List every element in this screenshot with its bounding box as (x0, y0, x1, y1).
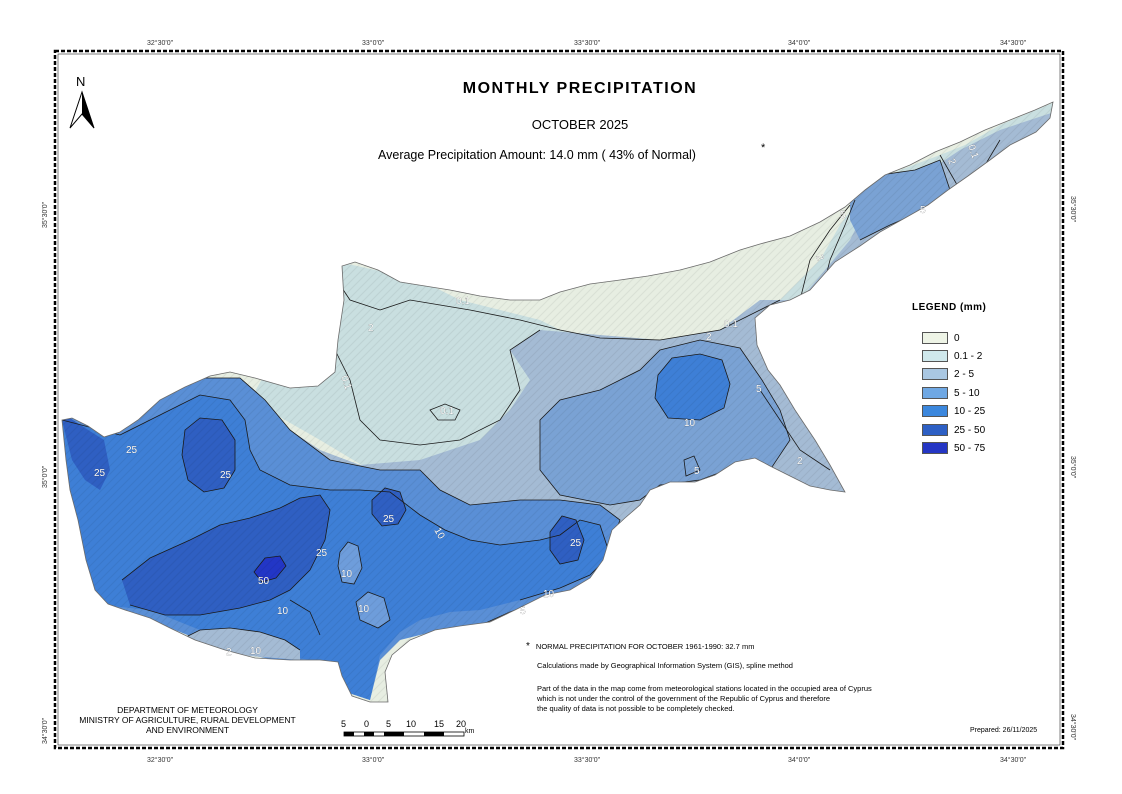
map-title: MONTHLY PRECIPITATION (462, 80, 698, 97)
coord-right: 35°30'0" (1069, 196, 1077, 223)
coordinate-labels: 32°30'0" 33°0'0" 33°30'0" 34°0'0" 34°30'… (41, 39, 1077, 764)
contour-label: 2 (945, 157, 957, 166)
scale-label: 5 (341, 719, 347, 729)
contour-label: 2 (368, 323, 374, 334)
contour-label: 10 (250, 646, 262, 657)
legend-item: 5 - 10 (922, 386, 980, 400)
scale-label: 15 (434, 719, 445, 729)
contour-label-group: 0.1 0.1 0.1 0.1 0.1 2 2 2 2 2 2 5 5 5 5 … (94, 143, 981, 658)
coord-top: 33°30'0" (574, 39, 601, 47)
contour-label: 5 (840, 210, 846, 221)
contour-label: 25 (383, 514, 395, 525)
legend-label: 0 (954, 332, 960, 344)
legend-swatch (922, 424, 948, 436)
note-star: * (526, 641, 530, 652)
scale-bar (343, 731, 465, 737)
contour-label: 10 (543, 589, 555, 600)
department-block: DEPARTMENT OF METEOROLOGY MINISTRY OF AG… (60, 705, 315, 735)
legend-item: 10 - 25 (922, 404, 985, 418)
contour-label: 10 (341, 569, 353, 580)
contour-label: 25 (220, 470, 232, 481)
legend-swatch (922, 387, 948, 399)
legend-label: 2 - 5 (954, 368, 975, 380)
legend-swatch (922, 368, 948, 380)
contour-label: 5 (520, 606, 526, 617)
legend-swatch (922, 332, 948, 344)
legend-swatch (922, 405, 948, 417)
legend-item: 50 - 75 (922, 441, 985, 455)
contour-label: 0.1 (456, 296, 470, 307)
contour-label: 10 (684, 418, 696, 429)
contour-label: 5 (920, 205, 926, 216)
coord-top: 32°30'0" (147, 39, 174, 47)
method-note: Calculations made by Geographical Inform… (537, 661, 793, 670)
coord-top: 34°30'0" (1000, 39, 1027, 47)
coord-left: 34°30'0" (41, 717, 49, 744)
scale-label: 10 (406, 719, 417, 729)
legend-label: 10 - 25 (954, 405, 986, 417)
coord-top: 34°0'0" (788, 39, 811, 47)
legend-item: 0.1 - 2 (922, 349, 982, 363)
normal-note: * NORMAL PRECIPITATION FOR OCTOBER 1961-1… (526, 641, 754, 652)
legend-item: 0 (922, 331, 960, 345)
contour-label: 0.1 (965, 143, 980, 160)
disclaimer-line: Part of the data in the map come from me… (537, 684, 872, 693)
department-line: DEPARTMENT OF METEOROLOGY (117, 705, 258, 715)
legend-title: LEGEND (mm) (912, 302, 987, 313)
ministry-line: AND ENVIRONMENT (145, 725, 230, 735)
legend-label: 25 - 50 (954, 424, 986, 436)
contour-label: 5 (694, 466, 700, 477)
contour-label: 25 (316, 548, 328, 559)
average-precipitation: Average Precipitation Amount: 14.0 mm ( … (378, 148, 696, 162)
north-arrow-icon (69, 90, 95, 129)
legend-swatch (922, 350, 948, 362)
legend-label: 5 - 10 (954, 387, 980, 399)
ministry-line: MINISTRY OF AGRICULTURE, RURAL DEVELOPME… (79, 715, 296, 725)
scale-label: 20 (456, 719, 467, 729)
legend-item: 2 - 5 (922, 367, 974, 381)
legend-swatch (922, 442, 948, 454)
contour-label: 25 (94, 468, 106, 479)
contour-label: 0.1 (338, 374, 353, 391)
legend-label: 50 - 75 (954, 442, 986, 454)
contour-label: 25 (570, 538, 582, 549)
island-outline (61, 101, 1054, 703)
map-subtitle: OCTOBER 2025 (531, 117, 629, 132)
disclaimer-line: the quality of data is not possible to b… (537, 704, 735, 713)
contour-label: 25 (126, 445, 138, 456)
coord-left: 35°0'0" (41, 465, 49, 488)
coord-top: 33°0'0" (362, 39, 385, 47)
contour-label: 5 (756, 384, 762, 395)
north-label: N (76, 74, 86, 89)
coord-bottom: 34°30'0" (1000, 756, 1027, 764)
legend-item: 25 - 50 (922, 423, 985, 437)
prepared-date: Prepared: 26/11/2025 (970, 727, 1038, 734)
contour-label: 2 (813, 253, 825, 262)
contour-label: 10 (277, 606, 289, 617)
legend-label: 0.1 - 2 (954, 350, 983, 362)
disclaimer-line: which is not under the control of the go… (537, 694, 831, 703)
contour-label: 2 (226, 647, 232, 658)
scale-unit: km (465, 728, 475, 735)
coord-bottom: 32°30'0" (147, 756, 174, 764)
contour-label: 0.1 (724, 319, 738, 330)
scale-label: 5 (386, 719, 392, 729)
scale-label: 0 (364, 719, 370, 729)
contour-label: 50 (258, 576, 270, 587)
contour-label: 2 (797, 456, 803, 467)
map-frame-outer (53, 49, 1065, 750)
contour-label: 10 (358, 604, 370, 615)
coord-bottom: 34°0'0" (788, 756, 811, 764)
note-normal-text: NORMAL PRECIPITATION FOR OCTOBER 1961-19… (535, 642, 755, 651)
contour-label: 2 (706, 332, 712, 343)
coord-right: 35°0'0" (1069, 456, 1077, 479)
map-frame-inner (57, 53, 1061, 746)
contour-label: 0.1 (440, 406, 454, 417)
coord-right: 34°30'0" (1069, 714, 1077, 741)
coord-left: 35°30'0" (41, 201, 49, 228)
average-footnote-marker: * (761, 142, 766, 154)
coord-bottom: 33°30'0" (574, 756, 601, 764)
coord-bottom: 33°0'0" (362, 756, 385, 764)
